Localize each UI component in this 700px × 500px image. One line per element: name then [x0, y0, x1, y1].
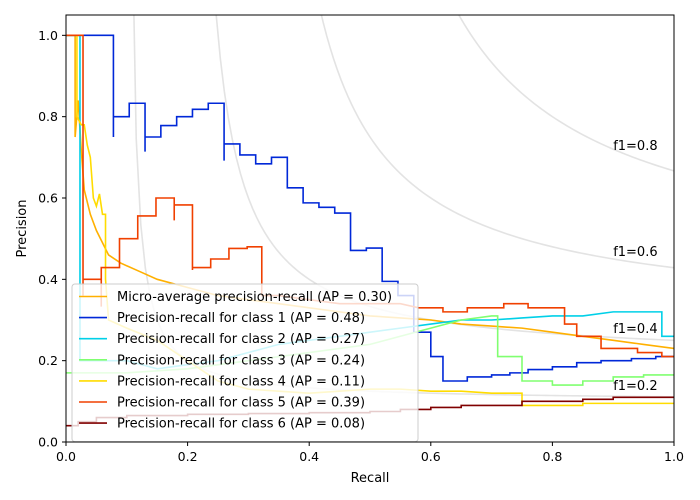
y-axis-label: Precision	[15, 199, 30, 257]
x-tick-label: 0.2	[178, 449, 198, 464]
x-axis-ticks: 0.0 0.2 0.4 0.6 0.8 1.0	[56, 442, 684, 464]
iso-f1-label: f1=0.4	[613, 322, 657, 337]
legend-entry: Micro-average precision-recall (AP = 0.3…	[117, 290, 392, 305]
legend-entry: Precision-recall for class 4 (AP = 0.11)	[117, 374, 365, 389]
legend-entry: Precision-recall for class 2 (AP = 0.27)	[117, 332, 365, 347]
iso-f1-label: f1=0.8	[613, 139, 657, 154]
y-tick-label: 0.2	[38, 353, 58, 368]
x-tick-label: 0.4	[299, 449, 319, 464]
x-axis-label: Recall	[351, 471, 390, 486]
series-line-1	[66, 34, 674, 382]
y-tick-label: 1.0	[38, 28, 58, 43]
iso-f1-curve	[320, 15, 674, 269]
iso-f1-curve	[457, 15, 674, 172]
y-tick-label: 0.4	[38, 272, 58, 287]
plot-frame	[65, 14, 675, 443]
x-tick-label: 0.8	[542, 449, 562, 464]
legend: Micro-average precision-recall (AP = 0.3…	[71, 283, 419, 443]
y-axis-ticks: 0.0 0.2 0.4 0.6 0.8 1.0	[38, 28, 66, 450]
legend-entry: Precision-recall for class 1 (AP = 0.48)	[117, 311, 365, 326]
x-tick-label: 0.0	[56, 449, 76, 464]
x-tick-label: 1.0	[664, 449, 684, 464]
legend-entry: Precision-recall for class 5 (AP = 0.39)	[117, 396, 365, 411]
iso-f1-label: f1=0.6	[613, 245, 657, 260]
series-line-5	[66, 34, 674, 358]
y-tick-label: 0.6	[38, 191, 58, 206]
y-tick-label: 0.0	[38, 435, 58, 450]
x-tick-label: 0.6	[421, 449, 441, 464]
iso-f1-label: f1=0.2	[613, 379, 657, 394]
legend-entry: Precision-recall for class 6 (AP = 0.08)	[117, 417, 365, 432]
iso-f1-labels: f1=0.2 f1=0.4 f1=0.6 f1=0.8	[613, 139, 657, 394]
y-tick-label: 0.8	[38, 109, 58, 124]
legend-entry: Precision-recall for class 3 (AP = 0.24)	[117, 353, 365, 368]
